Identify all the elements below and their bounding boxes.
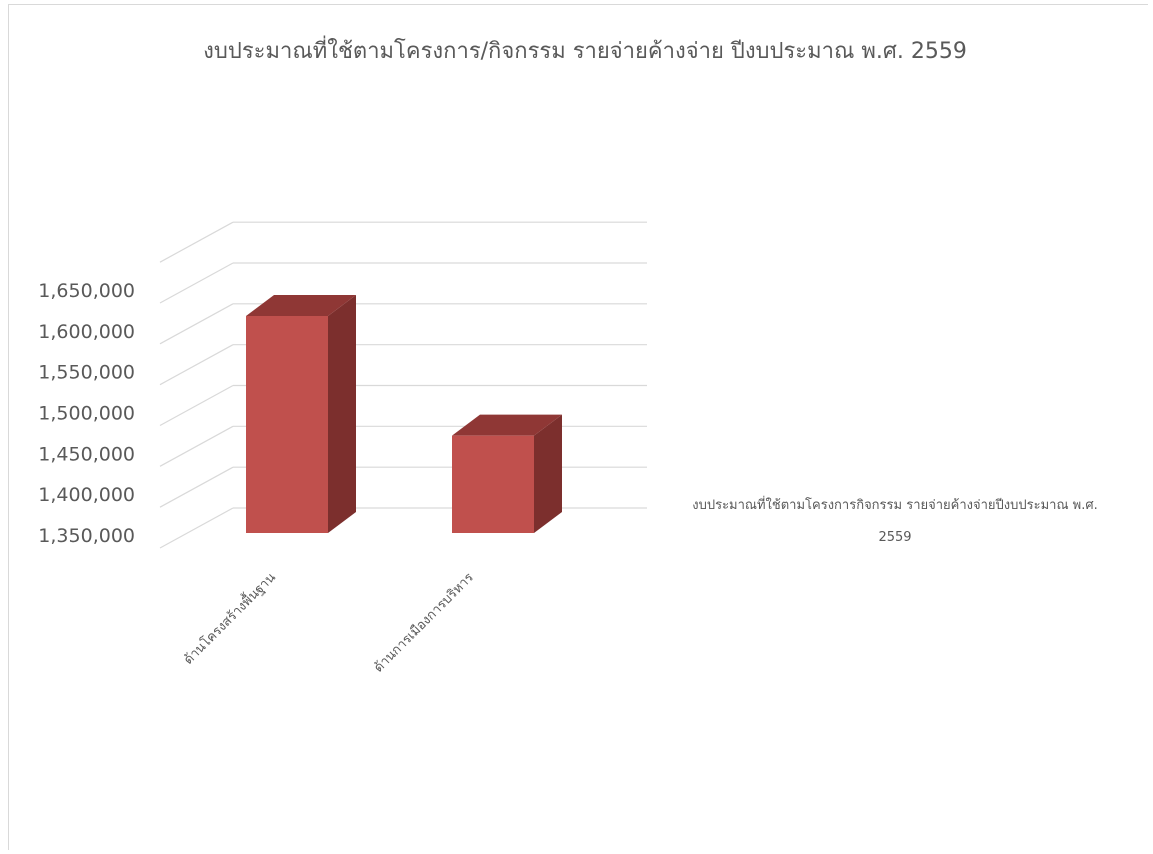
bar-side — [534, 414, 562, 533]
legend: งบประมาณที่ใช้ตามโครงการกิจกรรม รายจ่ายค… — [692, 496, 1098, 545]
bar-top — [452, 414, 562, 436]
y-axis-ticks: 1,350,000 1,400,000 1,450,000 1,500,000 1,55… — [38, 280, 135, 547]
bar — [246, 316, 328, 533]
y-tick-label: 1,400,000 — [38, 484, 135, 506]
gridline-side — [159, 221, 234, 263]
gridlines — [159, 221, 647, 549]
bar-side — [328, 295, 356, 533]
x-category-label: ด้านโครงสร้างพื้นฐาน — [179, 568, 279, 668]
gridline-side — [159, 384, 234, 427]
x-axis-labels: ด้านโครงสร้างพื้นฐาน ด้านการเมืองการบริหา… — [179, 568, 477, 676]
gridline-side — [159, 466, 234, 508]
bar-top — [246, 295, 356, 316]
y-tick-label: 1,650,000 — [38, 280, 135, 302]
bar — [452, 435, 534, 533]
gridline-side — [159, 425, 234, 467]
chart-title: งบประมาณที่ใช้ตามโครงการ/กิจกรรม รายจ่าย… — [203, 35, 967, 64]
y-tick-label: 1,350,000 — [38, 525, 135, 547]
y-tick-label: 1,500,000 — [38, 403, 135, 425]
bars — [246, 295, 562, 533]
gridline-side — [159, 507, 234, 549]
y-tick-label: 1,600,000 — [38, 321, 135, 343]
gridline-side — [159, 262, 234, 304]
legend-entry-text: งบประมาณที่ใช้ตามโครงการกิจกรรม รายจ่ายค… — [692, 496, 1098, 513]
y-tick-label: 1,450,000 — [38, 443, 135, 465]
gridline-side — [159, 344, 234, 386]
y-tick-label: 1,550,000 — [38, 362, 135, 384]
gridline-side — [159, 303, 234, 345]
chart-frame — [8, 4, 1148, 850]
legend-entry-year: 2559 — [878, 530, 911, 545]
x-category-label: ด้านการเมืองการบริหาร — [371, 570, 477, 676]
